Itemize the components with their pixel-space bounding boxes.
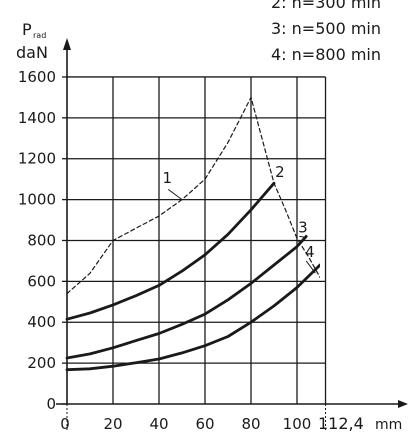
y-tick-label: 200 (27, 354, 56, 372)
curve-label-leader (299, 235, 307, 238)
y-tick-label: 1000 (18, 191, 56, 209)
series-line-4 (65, 263, 320, 372)
curve-label-leader (167, 188, 183, 201)
curve-label-1: 1 (162, 169, 172, 187)
axes (56, 38, 408, 430)
curve-label-4: 4 (305, 243, 315, 261)
x-tick-label: 40 (149, 415, 168, 433)
legend-entry-4: 4: n=800 min (271, 45, 381, 64)
x-tick-labels: 0 20 40 60 80 100 (60, 415, 311, 433)
legend-entry-2: 2: n=300 min (271, 0, 381, 12)
x-tick-label: 20 (103, 415, 122, 433)
y-tick-label: 800 (27, 231, 56, 249)
y-tick-label: 1200 (18, 150, 56, 168)
y-axis-label-main: P (22, 20, 32, 39)
curve-label-leader (271, 183, 275, 188)
y-tick-label: 0 (46, 395, 56, 413)
curve-label-2: 2 (275, 163, 285, 181)
curve-label-3: 3 (298, 218, 308, 236)
legend-entry-3: 3: n=500 min (271, 19, 381, 38)
x-tick-label: 0 (60, 415, 70, 433)
series-line-3 (65, 235, 308, 360)
y-axis-label-unit: daN (16, 43, 48, 62)
x-tick-label: 60 (195, 415, 214, 433)
x-axis-arrow (398, 400, 408, 408)
x-tick-label: 100 (283, 415, 312, 433)
y-tick-label: 400 (27, 313, 56, 331)
y-tick-labels: 0 200 400 600 800 1000 1200 1400 1600 (18, 68, 56, 413)
y-tick-label: 1600 (18, 68, 56, 86)
series-lines (65, 96, 320, 372)
series-line-1 (66, 96, 320, 295)
curve-labels: 1 2 3 4 (162, 163, 316, 274)
curve-label-leader (305, 260, 316, 274)
y-axis-label-sub: rad (33, 31, 46, 40)
y-tick-label: 1400 (18, 109, 56, 127)
x-axis-end-label: 112,4 (318, 414, 364, 433)
y-axis-arrow (63, 38, 71, 50)
x-tick-label: 80 (241, 415, 260, 433)
y-tick-label: 600 (27, 272, 56, 290)
series-line-2 (65, 181, 276, 321)
x-axis-unit: mm (375, 417, 402, 433)
grid (67, 76, 327, 404)
